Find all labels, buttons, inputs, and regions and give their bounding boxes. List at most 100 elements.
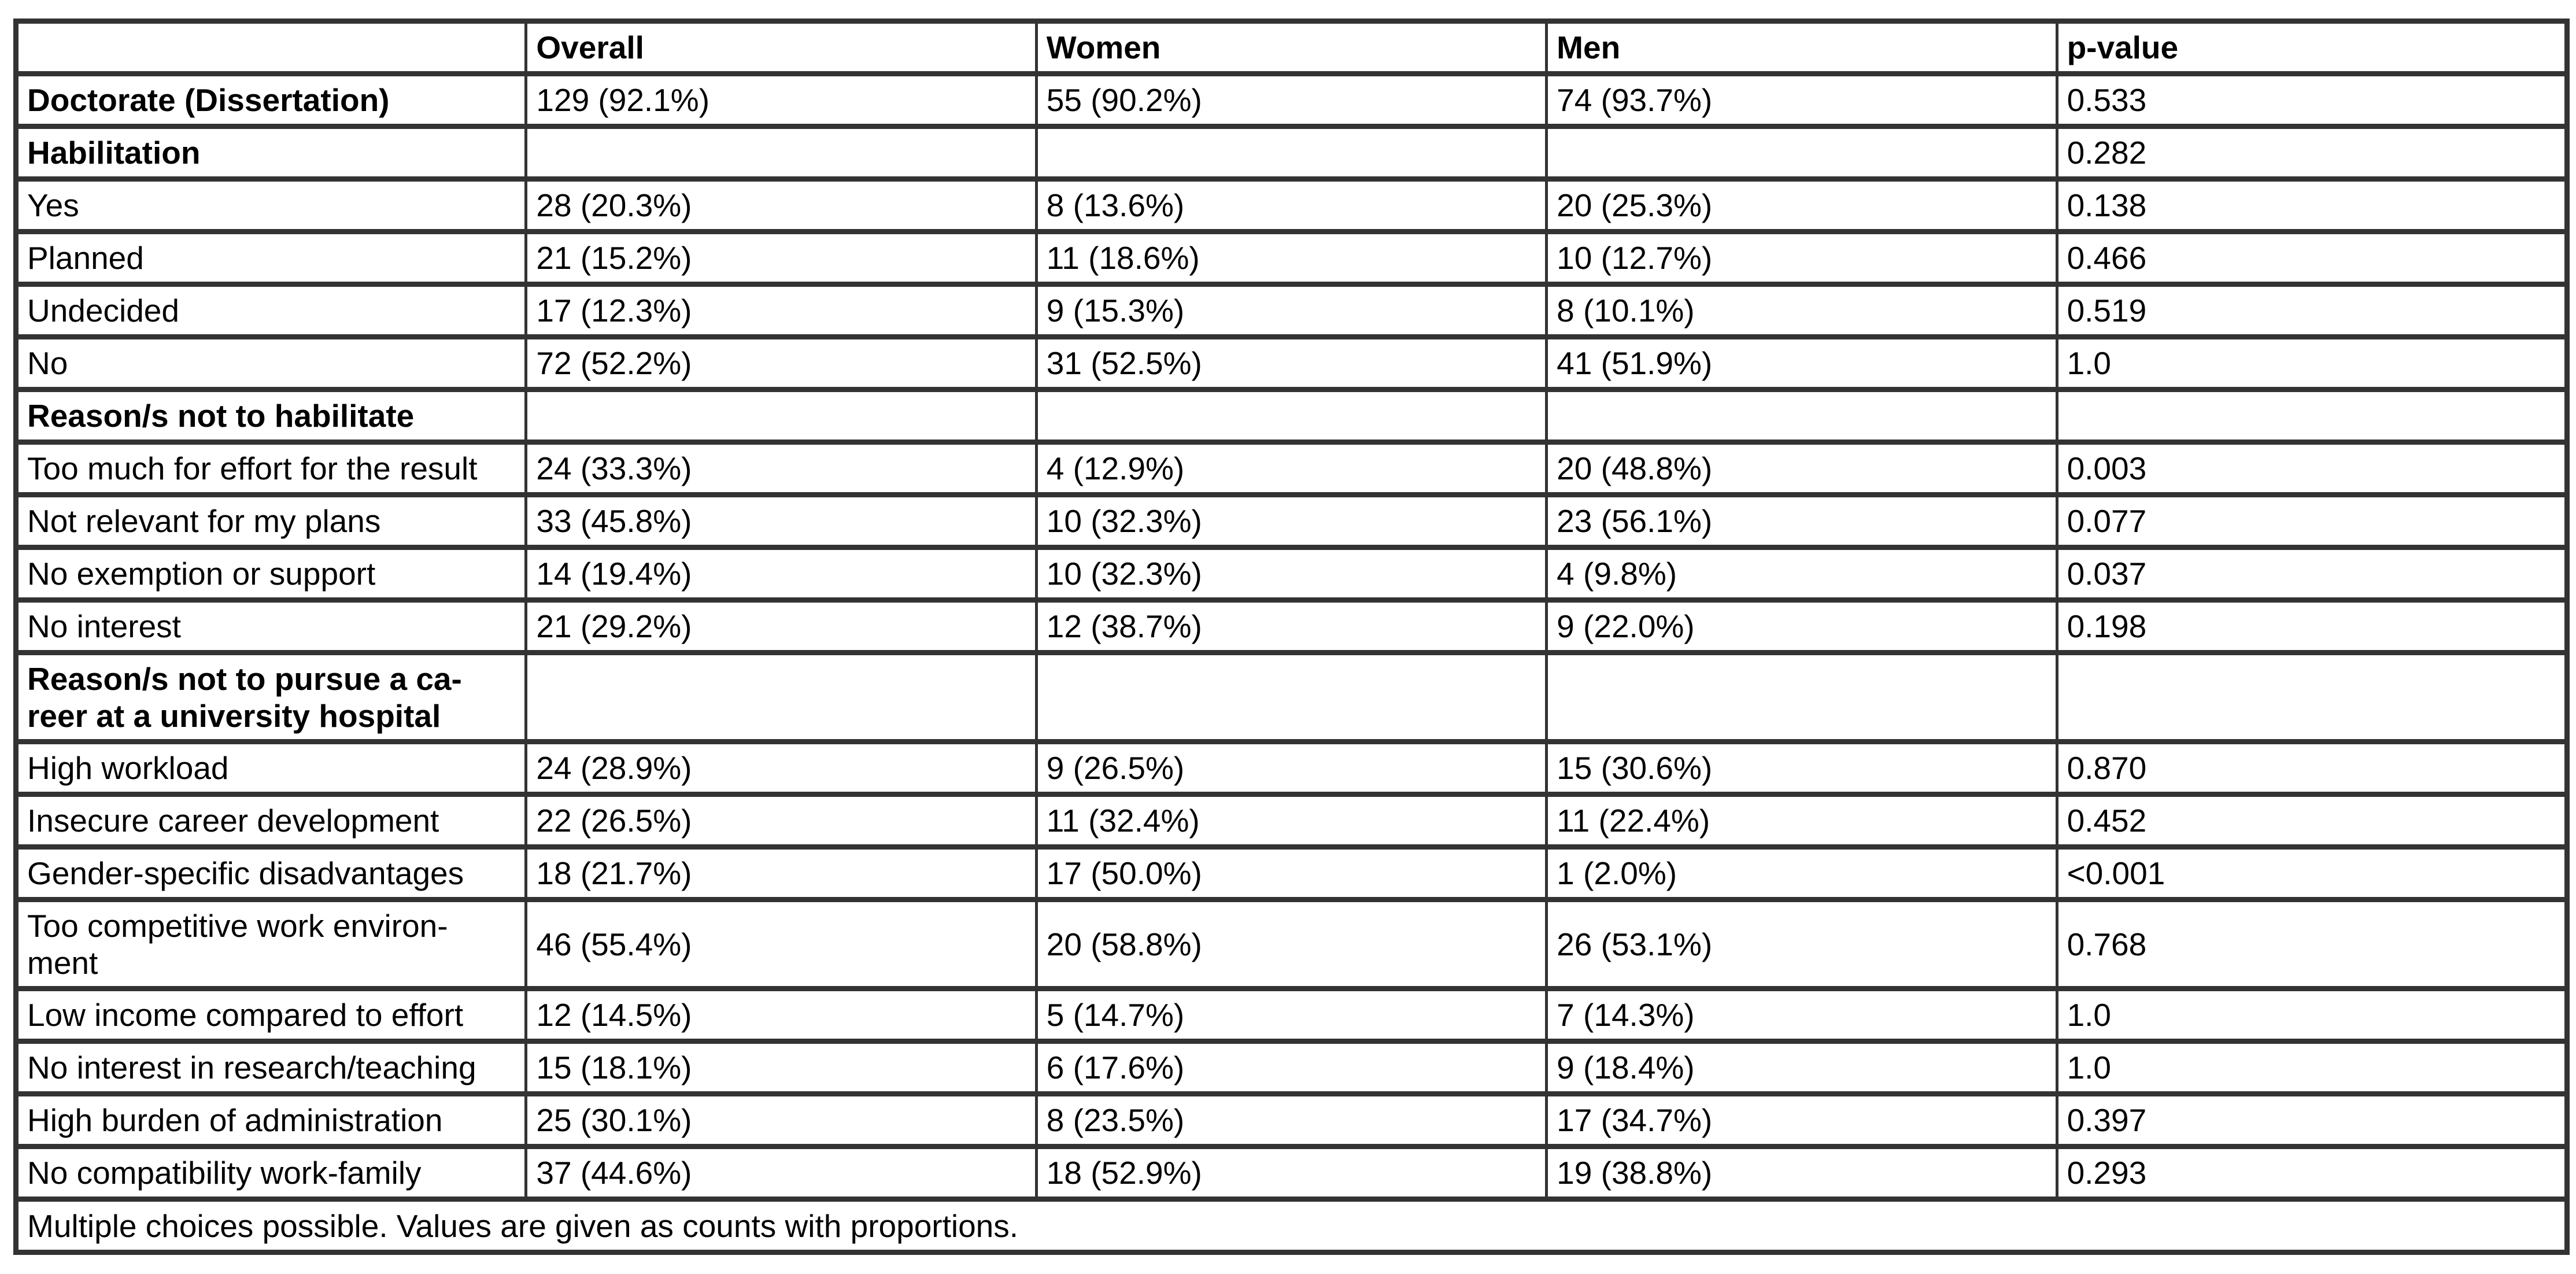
cell-p-value: 0.452 (2055, 792, 2569, 850)
cell-overall: 46 (55.4%) (524, 897, 1038, 991)
table-body: Doctorate (Dissertation) 129 (92.1%) 55 (9… (14, 71, 2569, 1202)
cell-women: 4 (12.9%) (1034, 440, 1548, 497)
cell-p-value (2055, 387, 2569, 445)
header-cell-women: Women (1034, 19, 1548, 76)
table-row: Yes 28 (20.3%) 8 (13.6%) 20 (25.3%) 0.138 (14, 176, 2569, 234)
cell-men: 15 (30.6%) (1545, 739, 2058, 797)
cell-overall: 72 (52.2%) (524, 334, 1038, 392)
table-row: Reason/s not to pursue a ca- reer at a u… (14, 650, 2569, 744)
cell-men: 17 (34.7%) (1545, 1091, 2058, 1149)
row-label: No compatibility work-family (14, 1144, 528, 1202)
cell-women (1034, 387, 1548, 445)
cell-overall: 37 (44.6%) (524, 1144, 1038, 1202)
cell-men (1545, 650, 2058, 744)
cell-p-value: 0.138 (2055, 176, 2569, 234)
cell-men: 20 (25.3%) (1545, 176, 2058, 234)
table-row: No compatibility work-family 37 (44.6%) 18… (14, 1144, 2569, 1202)
cell-p-value: 0.870 (2055, 739, 2569, 797)
cell-p-value: 0.533 (2055, 71, 2569, 129)
table-row: Reason/s not to habilitate (14, 387, 2569, 445)
cell-women: 8 (13.6%) (1034, 176, 1548, 234)
row-label: Gender-specific disadvantages (14, 844, 528, 902)
table-row: Gender-specific disadvantages 18 (21.7%) 1… (14, 844, 2569, 902)
row-label: Insecure career development (14, 792, 528, 850)
cell-p-value: 1.0 (2055, 1039, 2569, 1096)
cell-women: 9 (26.5%) (1034, 739, 1548, 797)
cell-men (1545, 387, 2058, 445)
cell-men: 11 (22.4%) (1545, 792, 2058, 850)
cell-overall (524, 124, 1038, 182)
cell-p-value: 0.397 (2055, 1091, 2569, 1149)
cell-p-value: <0.001 (2055, 844, 2569, 902)
cell-men: 20 (48.8%) (1545, 440, 2058, 497)
statistics-table: Overall Women Men p-value Doctorate (Dis… (13, 19, 2570, 1255)
row-label: No (14, 334, 528, 392)
cell-overall: 24 (28.9%) (524, 739, 1038, 797)
table-row: Habilitation 0.282 (14, 124, 2569, 182)
cell-p-value: 1.0 (2055, 986, 2569, 1044)
cell-women: 11 (18.6%) (1034, 229, 1548, 287)
cell-women: 11 (32.4%) (1034, 792, 1548, 850)
row-label: Too competitive work environ- ment (14, 897, 528, 991)
cell-women: 6 (17.6%) (1034, 1039, 1548, 1096)
cell-p-value: 0.282 (2055, 124, 2569, 182)
cell-overall (524, 387, 1038, 445)
cell-overall: 12 (14.5%) (524, 986, 1038, 1044)
cell-women: 8 (23.5%) (1034, 1091, 1548, 1149)
cell-p-value (2055, 650, 2569, 744)
table-row: No interest 21 (29.2%) 12 (38.7%) 9 (22.0%)… (14, 597, 2569, 655)
cell-men: 19 (38.8%) (1545, 1144, 2058, 1202)
row-label: No exemption or support (14, 545, 528, 603)
table-row: No 72 (52.2%) 31 (52.5%) 41 (51.9%) 1.0 (14, 334, 2569, 392)
cell-p-value: 0.077 (2055, 492, 2569, 550)
row-label: No interest in research/teaching (14, 1039, 528, 1096)
table-row: Low income compared to effort 12 (14.5%) 5… (14, 986, 2569, 1044)
cell-men: 10 (12.7%) (1545, 229, 2058, 287)
cell-men: 9 (22.0%) (1545, 597, 2058, 655)
cell-overall: 14 (19.4%) (524, 545, 1038, 603)
table-row: Doctorate (Dissertation) 129 (92.1%) 55 (9… (14, 71, 2569, 129)
cell-women: 10 (32.3%) (1034, 545, 1548, 603)
cell-women: 55 (90.2%) (1034, 71, 1548, 129)
cell-overall: 28 (20.3%) (524, 176, 1038, 234)
cell-overall: 129 (92.1%) (524, 71, 1038, 129)
cell-men (1545, 124, 2058, 182)
row-label: Too much for effort for the result (14, 440, 528, 497)
cell-overall: 21 (15.2%) (524, 229, 1038, 287)
cell-women: 31 (52.5%) (1034, 334, 1548, 392)
table-row: No interest in research/teaching 15 (18.1… (14, 1039, 2569, 1096)
table-row: High burden of administration 25 (30.1%) 8… (14, 1091, 2569, 1149)
cell-women: 18 (52.9%) (1034, 1144, 1548, 1202)
cell-women: 10 (32.3%) (1034, 492, 1548, 550)
cell-women: 12 (38.7%) (1034, 597, 1548, 655)
row-label: No interest (14, 597, 528, 655)
cell-overall: 17 (12.3%) (524, 282, 1038, 339)
cell-women (1034, 650, 1548, 744)
table-row: High workload 24 (28.9%) 9 (26.5%) 15 (30.6… (14, 739, 2569, 797)
cell-women: 5 (14.7%) (1034, 986, 1548, 1044)
cell-p-value: 0.293 (2055, 1144, 2569, 1202)
table-row: Insecure career development 22 (26.5%) 11 … (14, 792, 2569, 850)
cell-p-value: 0.768 (2055, 897, 2569, 991)
cell-men: 26 (53.1%) (1545, 897, 2058, 991)
cell-men: 8 (10.1%) (1545, 282, 2058, 339)
header-cell-overall: Overall (524, 19, 1038, 76)
header-cell-category (14, 19, 528, 76)
row-label: Undecided (14, 282, 528, 339)
table-row: Undecided 17 (12.3%) 9 (15.3%) 8 (10.1%) 0.5… (14, 282, 2569, 339)
cell-women: 17 (50.0%) (1034, 844, 1548, 902)
cell-men: 23 (56.1%) (1545, 492, 2058, 550)
cell-p-value: 0.003 (2055, 440, 2569, 497)
cell-overall: 15 (18.1%) (524, 1039, 1038, 1096)
row-label: Reason/s not to habilitate (14, 387, 528, 445)
footnote-row: Multiple choices possible. Values are gi… (14, 1197, 2568, 1255)
cell-men: 1 (2.0%) (1545, 844, 2058, 902)
row-label: High burden of administration (14, 1091, 528, 1149)
row-label: Yes (14, 176, 528, 234)
cell-p-value: 0.198 (2055, 597, 2569, 655)
cell-overall: 18 (21.7%) (524, 844, 1038, 902)
cell-men: 7 (14.3%) (1545, 986, 2058, 1044)
cell-p-value: 1.0 (2055, 334, 2569, 392)
table-row: Too competitive work environ- ment 46 (55… (14, 897, 2569, 991)
